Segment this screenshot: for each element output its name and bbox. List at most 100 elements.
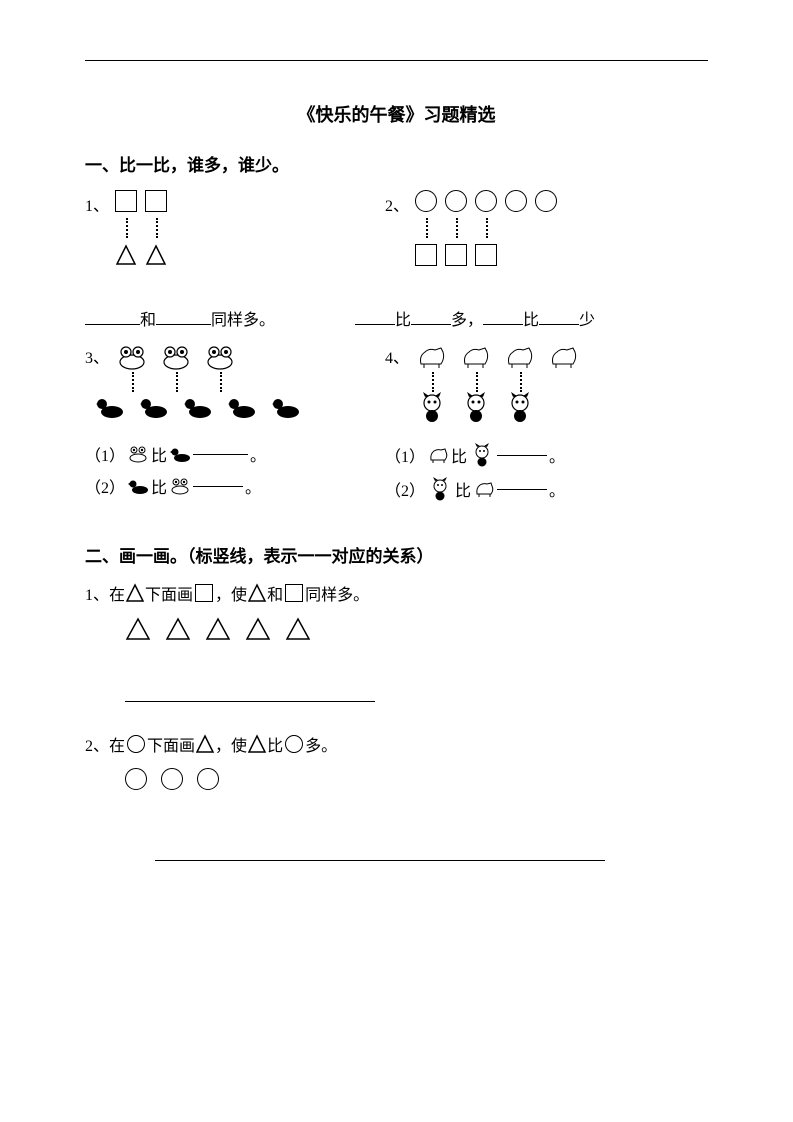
- duck-icon: [225, 392, 259, 422]
- duck-icon: [127, 475, 149, 497]
- cat-icon: [503, 392, 537, 422]
- text: 下面画: [145, 581, 193, 605]
- circle-icon: [127, 735, 145, 753]
- blank-field[interactable]: [355, 324, 395, 325]
- label: （1）: [385, 443, 425, 467]
- text: 下面画: [147, 732, 195, 756]
- q-number: 2、: [85, 732, 109, 756]
- answer-line[interactable]: [125, 701, 375, 702]
- page-title: 《快乐的午餐》习题精选: [85, 101, 708, 127]
- q4-line1: （1） 比 。: [385, 442, 685, 468]
- q3-top-row: [115, 342, 303, 372]
- triangle-icon: [195, 734, 215, 754]
- cat-icon: [469, 442, 495, 468]
- text: 在: [109, 732, 125, 756]
- triangle-icon: [247, 734, 267, 754]
- text: 比: [523, 312, 539, 329]
- blank-field[interactable]: [156, 324, 211, 325]
- q-number: 1、: [85, 581, 109, 605]
- text: 比: [151, 442, 167, 466]
- connector-icon: [421, 372, 443, 392]
- text: 和: [267, 581, 283, 605]
- text: 多，: [451, 312, 483, 329]
- circle-icon: [505, 190, 527, 212]
- text: 比: [267, 732, 283, 756]
- connector-icon: [121, 372, 143, 392]
- triangle-icon: [285, 617, 311, 641]
- connector-icon: [415, 218, 437, 238]
- frog-icon: [169, 475, 191, 497]
- q2-bottom-row: [415, 244, 557, 266]
- horse-icon: [473, 478, 495, 500]
- q2-top-row: [415, 190, 557, 212]
- blank-field[interactable]: [193, 486, 243, 487]
- q3-q4-row: 3、: [85, 342, 708, 502]
- q4: 4、: [385, 342, 685, 502]
- circle-icon: [445, 190, 467, 212]
- q3-dash-row: [115, 372, 303, 392]
- label: （2）: [85, 474, 125, 498]
- triangle-icon: [205, 617, 231, 641]
- text: 比: [451, 443, 467, 467]
- horse-icon: [427, 444, 449, 466]
- circle-icon: [415, 190, 437, 212]
- duck-icon: [269, 392, 303, 422]
- cat-icon: [459, 392, 493, 422]
- square-icon: [445, 244, 467, 266]
- frog-icon: [115, 342, 149, 372]
- horse-icon: [547, 342, 581, 372]
- circle-icon: [285, 735, 303, 753]
- q3-bottom-row: [93, 392, 303, 422]
- q3-line1: （1） 比 。: [85, 442, 385, 466]
- circle-icon: [197, 768, 219, 790]
- connector-icon: [475, 218, 497, 238]
- q2-fill: 比多，比少: [355, 306, 685, 330]
- frog-icon: [127, 443, 149, 465]
- q1-q2-row: 1、 和 同样多。: [85, 190, 708, 330]
- q1-bottom-row: [115, 244, 167, 266]
- square-icon: [195, 584, 213, 602]
- s2-q2-line: 2、 在 下面画 ，使 比 多。: [85, 732, 708, 756]
- blank-field[interactable]: [193, 454, 248, 455]
- square-icon: [115, 190, 137, 212]
- q4-top-row: [415, 342, 581, 372]
- text: 同样多。: [211, 312, 275, 329]
- square-icon: [145, 190, 167, 212]
- text: 同样多。: [305, 581, 369, 605]
- blank-field[interactable]: [411, 324, 451, 325]
- square-icon: [475, 244, 497, 266]
- circle-icon: [475, 190, 497, 212]
- circle-icon: [161, 768, 183, 790]
- triangle-icon: [125, 617, 151, 641]
- square-icon: [415, 244, 437, 266]
- q2-dash-row: [415, 218, 557, 238]
- blank-field[interactable]: [497, 489, 547, 490]
- horse-icon: [459, 342, 493, 372]
- blank-field[interactable]: [539, 324, 579, 325]
- text: ，使: [215, 732, 247, 756]
- q3-line2: （2） 比 。: [85, 474, 385, 498]
- text: 多。: [305, 732, 337, 756]
- connector-icon: [115, 218, 137, 238]
- frog-icon: [159, 342, 193, 372]
- answer-line[interactable]: [155, 860, 605, 861]
- section1-heading: 一、比一比，谁多，谁少。: [85, 151, 708, 176]
- triangle-icon: [115, 244, 137, 266]
- connector-icon: [445, 218, 467, 238]
- circle-icon: [535, 190, 557, 212]
- blank-field[interactable]: [483, 324, 523, 325]
- s2-q1-draw-row: [125, 617, 708, 641]
- text: 比: [151, 474, 167, 498]
- cat-icon: [427, 476, 453, 502]
- q3: 3、: [85, 342, 385, 498]
- duck-icon: [137, 392, 171, 422]
- horse-icon: [415, 342, 449, 372]
- text: 。: [549, 477, 565, 501]
- text: 和: [140, 312, 156, 329]
- blank-field[interactable]: [497, 455, 547, 456]
- blank-field[interactable]: [85, 324, 140, 325]
- q3-shapes: [115, 342, 303, 422]
- horse-icon: [503, 342, 537, 372]
- q1-number: 1、: [85, 190, 109, 266]
- text: 。: [245, 474, 261, 498]
